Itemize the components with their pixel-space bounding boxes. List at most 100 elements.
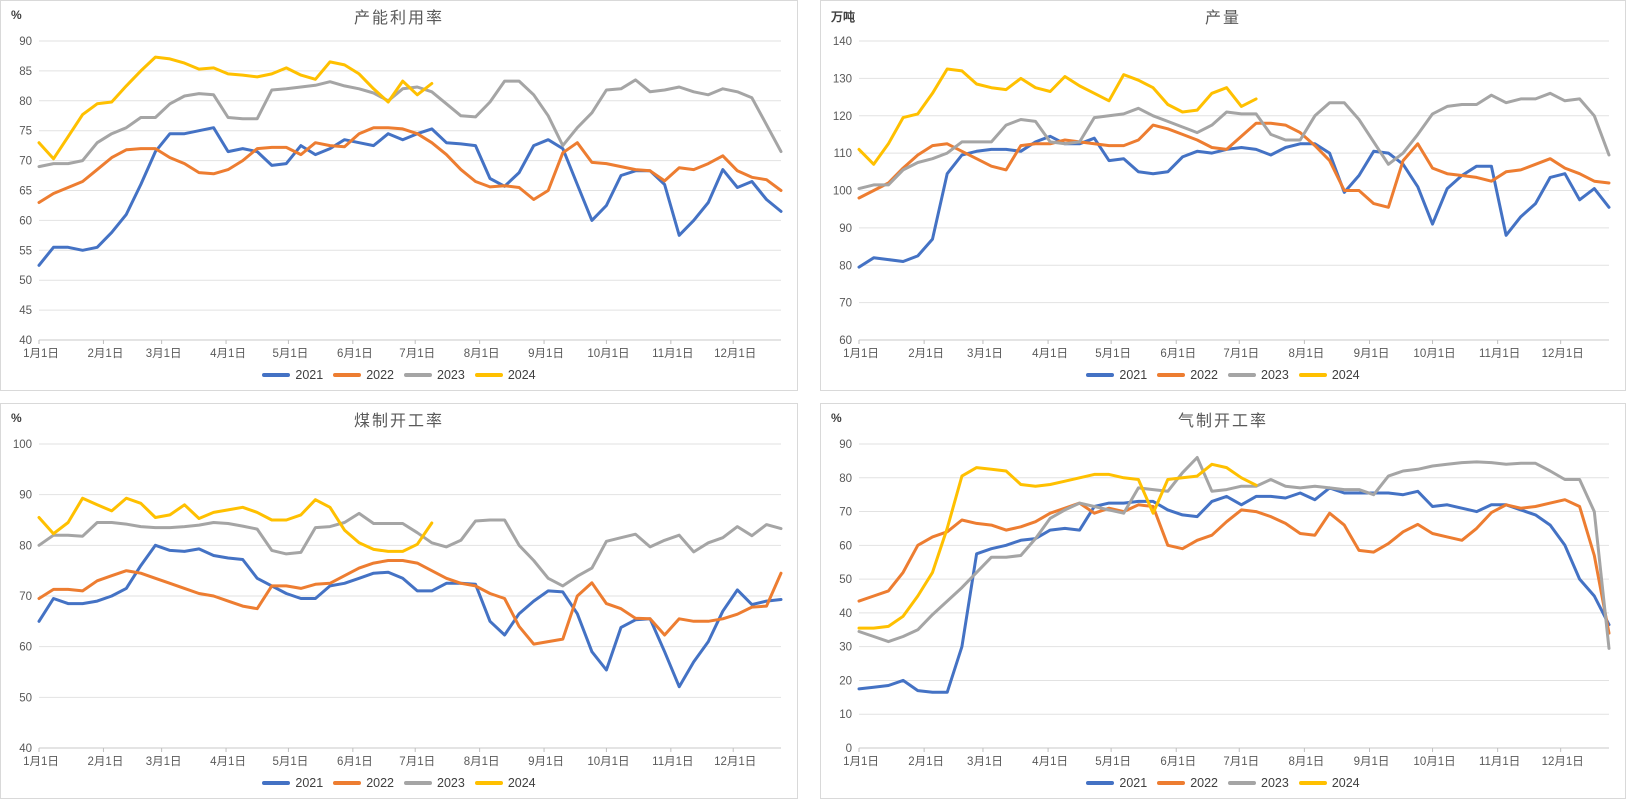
x-axis-tick-label: 3月1日 [967, 348, 1003, 360]
x-axis-tick-label: 1月1日 [23, 348, 59, 360]
y-axis-tick-label: 70 [839, 298, 852, 310]
x-axis-tick-label: 12月1日 [1542, 756, 1584, 768]
legend-label: 2021 [295, 368, 324, 382]
legend-label: 2022 [366, 776, 394, 790]
x-axis-tick-label: 6月1日 [1160, 756, 1196, 768]
x-axis-tick-label: 12月1日 [1542, 348, 1584, 360]
x-axis-tick-label: 1月1日 [843, 756, 879, 768]
y-axis-tick-label: 100 [13, 439, 32, 451]
legend-line-swatch [1086, 781, 1115, 785]
line-series-2022 [37, 126, 783, 204]
y-axis-tick-label: 70 [19, 156, 32, 168]
legend-item-2023: 2023 [1228, 368, 1289, 382]
line-series-2021 [857, 134, 1611, 269]
line-series-2024 [857, 67, 1258, 166]
legend-line-swatch [333, 373, 362, 377]
line-series-2023 [857, 91, 1611, 191]
x-axis-tick-label: 11月1日 [1479, 756, 1520, 768]
legend-item-2024: 2024 [1298, 368, 1360, 382]
y-axis-tick-label: 30 [839, 642, 852, 654]
x-axis-tick-label: 8月1日 [464, 348, 500, 360]
legend-label: 2023 [437, 776, 465, 790]
legend-label: 2024 [1331, 776, 1360, 790]
legend-item-2024: 2024 [474, 776, 536, 790]
x-axis-tick-label: 3月1日 [146, 756, 182, 768]
y-axis-tick-label: 50 [19, 692, 32, 704]
x-axis-tick-label: 8月1日 [1288, 756, 1324, 768]
plot-area-coal-based-operating-rate: 40 50 60 70 80 90 100 1月1日 2月1日 3月1日 4月1日 5月1日 6月1日 7… [13, 439, 783, 768]
legend-item-2023: 2023 [404, 368, 465, 382]
plot-area-capacity-utilization: 40 45 50 55 60 65 70 75 80 85 90 1月1日 2月1日 3月1日 4月1日 5月… [19, 36, 783, 360]
chart-panel-output: 万吨 产量 60 70 80 90 100 110 120 130 140 1月1日 2月1日 3月1日 4… [820, 0, 1626, 391]
y-axis-tick-label: 120 [833, 111, 852, 123]
x-axis-tick-label: 4月1日 [210, 756, 246, 768]
x-axis-tick-label: 2月1日 [88, 348, 124, 360]
x-axis-tick-label: 10月1日 [587, 756, 629, 768]
line-series-2021 [37, 543, 783, 689]
y-axis-tick-label: 85 [19, 66, 32, 78]
y-axis-tick-label: 80 [839, 473, 852, 485]
x-axis-tick-label: 5月1日 [1095, 348, 1131, 360]
y-axis-tick-label: 10 [839, 709, 852, 721]
legend-label: 2024 [507, 368, 536, 382]
x-axis-tick-label: 3月1日 [967, 756, 1003, 768]
y-axis-tick-label: 60 [839, 335, 852, 347]
x-axis-tick-label: 2月1日 [908, 348, 944, 360]
plot-area-gas-based-operating-rate: 0 10 20 30 40 50 60 70 80 90 1月1日 2月1日 3月1日 4月1日 5月1日 6… [839, 439, 1611, 768]
x-axis-tick-label: 9月1日 [528, 348, 564, 360]
x-axis-tick-label: 7月1日 [399, 756, 435, 768]
legend-item-2021: 2021 [262, 368, 323, 382]
chart-panel-capacity-utilization: % 产能利用率 40 45 50 55 60 65 70 75 80 85 90 1月1日 2月1日 3月1日… [0, 0, 798, 391]
x-axis-tick-label: 10月1日 [587, 348, 629, 360]
x-axis-tick-label: 7月1日 [1223, 348, 1259, 360]
x-axis-tick-label: 11月1日 [1479, 348, 1520, 360]
y-axis-tick-label: 90 [839, 223, 852, 235]
legend-item-2022: 2022 [333, 776, 394, 790]
x-axis-tick-label: 4月1日 [1032, 756, 1068, 768]
legend-line-swatch [333, 781, 362, 785]
x-axis-tick-label: 11月1日 [652, 348, 693, 360]
legend-label: 2021 [1119, 776, 1148, 790]
x-axis-tick-label: 12月1日 [714, 348, 756, 360]
y-axis-tick-label: 60 [19, 642, 32, 654]
y-axis-unit-label: 万吨 [831, 10, 856, 24]
y-axis-tick-label: 110 [834, 148, 852, 160]
y-axis-tick-label: 45 [19, 305, 32, 317]
legend-line-swatch [1157, 781, 1186, 785]
legend-label: 2024 [1331, 368, 1360, 382]
x-axis-tick-label: 10月1日 [1413, 348, 1455, 360]
x-axis-tick-label: 5月1日 [1095, 756, 1131, 768]
legend-item-2021: 2021 [262, 776, 323, 790]
line-series-2024 [37, 55, 434, 161]
y-axis-tick-label: 0 [846, 743, 852, 755]
y-axis-tick-label: 50 [19, 275, 32, 287]
legend-label: 2022 [366, 368, 394, 382]
y-axis-tick-label: 40 [19, 335, 32, 347]
legend-line-swatch [1157, 373, 1186, 377]
y-axis-tick-label: 70 [19, 591, 32, 603]
x-axis-tick-label: 7月1日 [1223, 756, 1259, 768]
x-axis-tick-label: 2月1日 [88, 756, 124, 768]
chart-title: 煤制开工率 [353, 413, 444, 430]
y-axis-tick-label: 90 [19, 36, 32, 48]
y-axis-tick-label: 50 [839, 574, 852, 586]
legend-label: 2022 [1190, 368, 1218, 382]
line-series-2021 [857, 486, 1611, 694]
chart-panel-coal-based-operating-rate: % 煤制开工率 40 50 60 70 80 90 100 1月1日 2月1日 3月1日 4月1日 5月1… [0, 403, 798, 799]
x-axis-tick-label: 9月1日 [528, 756, 564, 768]
legend-label: 2023 [437, 368, 465, 382]
legend-line-swatch [404, 373, 432, 377]
legend-item-2024: 2024 [1298, 776, 1360, 790]
legend-line-swatch [262, 781, 291, 785]
x-axis-tick-label: 5月1日 [273, 348, 309, 360]
y-axis-tick-label: 75 [19, 126, 32, 138]
legend-line-swatch [474, 781, 503, 785]
x-axis-tick-label: 6月1日 [337, 756, 373, 768]
legend-label: 2023 [1261, 776, 1289, 790]
chart-title: 气制开工率 [1177, 413, 1268, 430]
y-axis-unit-label: % [831, 411, 842, 425]
chart-legend: 2021 2022 2023 2024 [1, 772, 797, 794]
legend-item-2022: 2022 [1157, 776, 1218, 790]
